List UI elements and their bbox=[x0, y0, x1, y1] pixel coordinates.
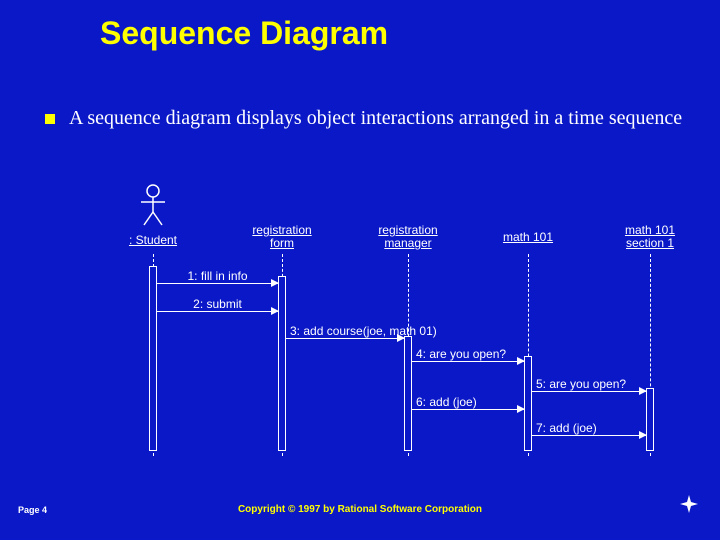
copyright: Copyright © 1997 by Rational Software Co… bbox=[0, 504, 720, 515]
message-label: 2: submit bbox=[157, 297, 278, 311]
sequence-diagram: : Student registration form registration m… bbox=[80, 176, 680, 456]
slide-title: Sequence Diagram bbox=[100, 15, 388, 52]
message: 3: add course(joe, math 01) bbox=[286, 325, 404, 339]
arrow-icon bbox=[517, 405, 525, 413]
participant-label: math 101 bbox=[493, 231, 563, 244]
message: 6: add (joe) bbox=[412, 396, 524, 410]
participant-label: registration manager bbox=[368, 224, 448, 250]
message: 2: submit bbox=[157, 298, 278, 312]
message: 7: add (joe) bbox=[532, 422, 646, 436]
message-label: 4: are you open? bbox=[416, 347, 506, 361]
message-label: 3: add course(joe, math 01) bbox=[290, 324, 437, 338]
slide: Sequence Diagram A sequence diagram disp… bbox=[0, 0, 720, 540]
arrow-icon bbox=[639, 387, 647, 395]
message-label: 6: add (joe) bbox=[416, 395, 477, 409]
bullet-row: A sequence diagram displays object inter… bbox=[45, 106, 685, 131]
participant-label: math 101 section 1 bbox=[615, 224, 685, 250]
message-label: 7: add (joe) bbox=[536, 421, 597, 435]
activation-bar bbox=[646, 388, 654, 451]
activation-bar bbox=[278, 276, 286, 451]
message: 4: are you open? bbox=[412, 348, 524, 362]
message: 5: are you open? bbox=[532, 378, 646, 392]
bullet-square-icon bbox=[45, 114, 55, 124]
participant-label: registration form bbox=[242, 224, 322, 250]
actor-label: : Student bbox=[118, 234, 188, 247]
activation-bar bbox=[149, 266, 157, 451]
bullet-text: A sequence diagram displays object inter… bbox=[69, 106, 682, 131]
actor-icon bbox=[141, 184, 165, 231]
arrow-icon bbox=[517, 357, 525, 365]
message-label: 5: are you open? bbox=[536, 377, 626, 391]
message: 1: fill in info bbox=[157, 270, 278, 284]
message-label: 1: fill in info bbox=[157, 269, 278, 283]
arrow-icon bbox=[639, 431, 647, 439]
activation-bar bbox=[404, 336, 412, 451]
activation-bar bbox=[524, 356, 532, 451]
rational-logo-icon bbox=[680, 495, 698, 518]
